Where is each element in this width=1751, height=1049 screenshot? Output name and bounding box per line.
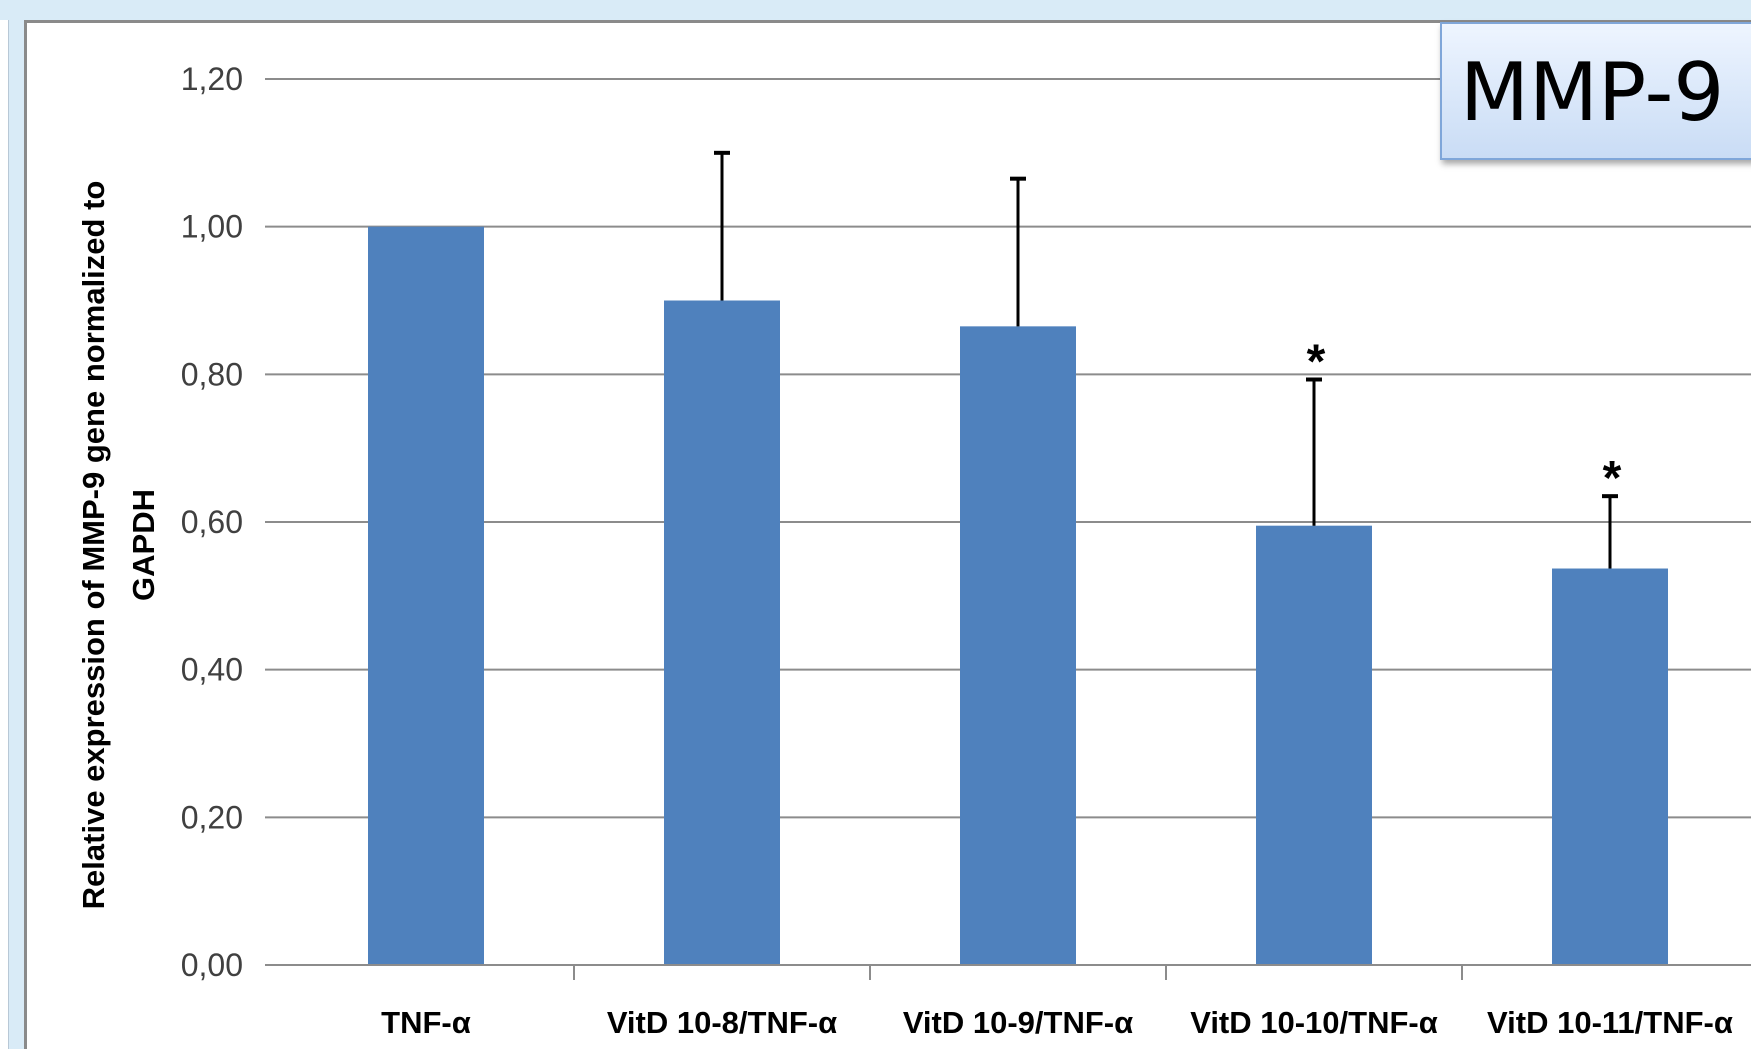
category-label: VitD 10-9/TNF-α — [903, 1005, 1133, 1040]
bar — [368, 226, 484, 965]
y-tick-label: 0,40 — [181, 652, 243, 688]
y-tick-label: 0,60 — [181, 504, 243, 540]
error-bars — [714, 150, 1618, 569]
bar — [960, 326, 1076, 965]
bars — [368, 226, 1668, 965]
x-axis: TNF-α VitD 10-8/TNF-α VitD 10-9/TNF-α VitD … — [265, 964, 1751, 1040]
y-tick-label: 0,20 — [181, 799, 243, 835]
significance-marker: * — [1603, 452, 1622, 505]
bar — [1256, 525, 1372, 965]
category-label: TNF-α — [381, 1005, 471, 1040]
significance-markers: ** — [1307, 336, 1622, 506]
category-label: VitD 10-11/TNF-α — [1487, 1005, 1733, 1040]
chart-area — [24, 20, 1751, 1049]
significance-marker: * — [1307, 336, 1326, 389]
bar — [664, 300, 780, 965]
y-tick-label: 1,20 — [181, 61, 243, 97]
category-label: VitD 10-10/TNF-α — [1190, 1005, 1438, 1040]
y-axis-label: Relative expression of MMP-9 gene normal… — [76, 181, 161, 910]
y-tick-label: 0,00 — [181, 947, 243, 983]
category-label: VitD 10-8/TNF-α — [607, 1005, 837, 1040]
y-tick-label: 1,00 — [181, 209, 243, 245]
window-edge — [0, 20, 9, 1049]
y-axis-ticks: 0,00 0,20 0,40 0,60 0,80 1,00 1,20 — [181, 61, 243, 983]
y-axis-label-line-1: Relative expression of MMP-9 gene normal… — [76, 181, 111, 910]
y-axis-label-line-2: GAPDH — [126, 489, 161, 601]
chart-title: MMP-9 — [1460, 46, 1725, 139]
bar — [1552, 568, 1668, 965]
chart-title-box: MMP-9 — [1440, 22, 1751, 160]
y-tick-label: 0,80 — [181, 356, 243, 392]
